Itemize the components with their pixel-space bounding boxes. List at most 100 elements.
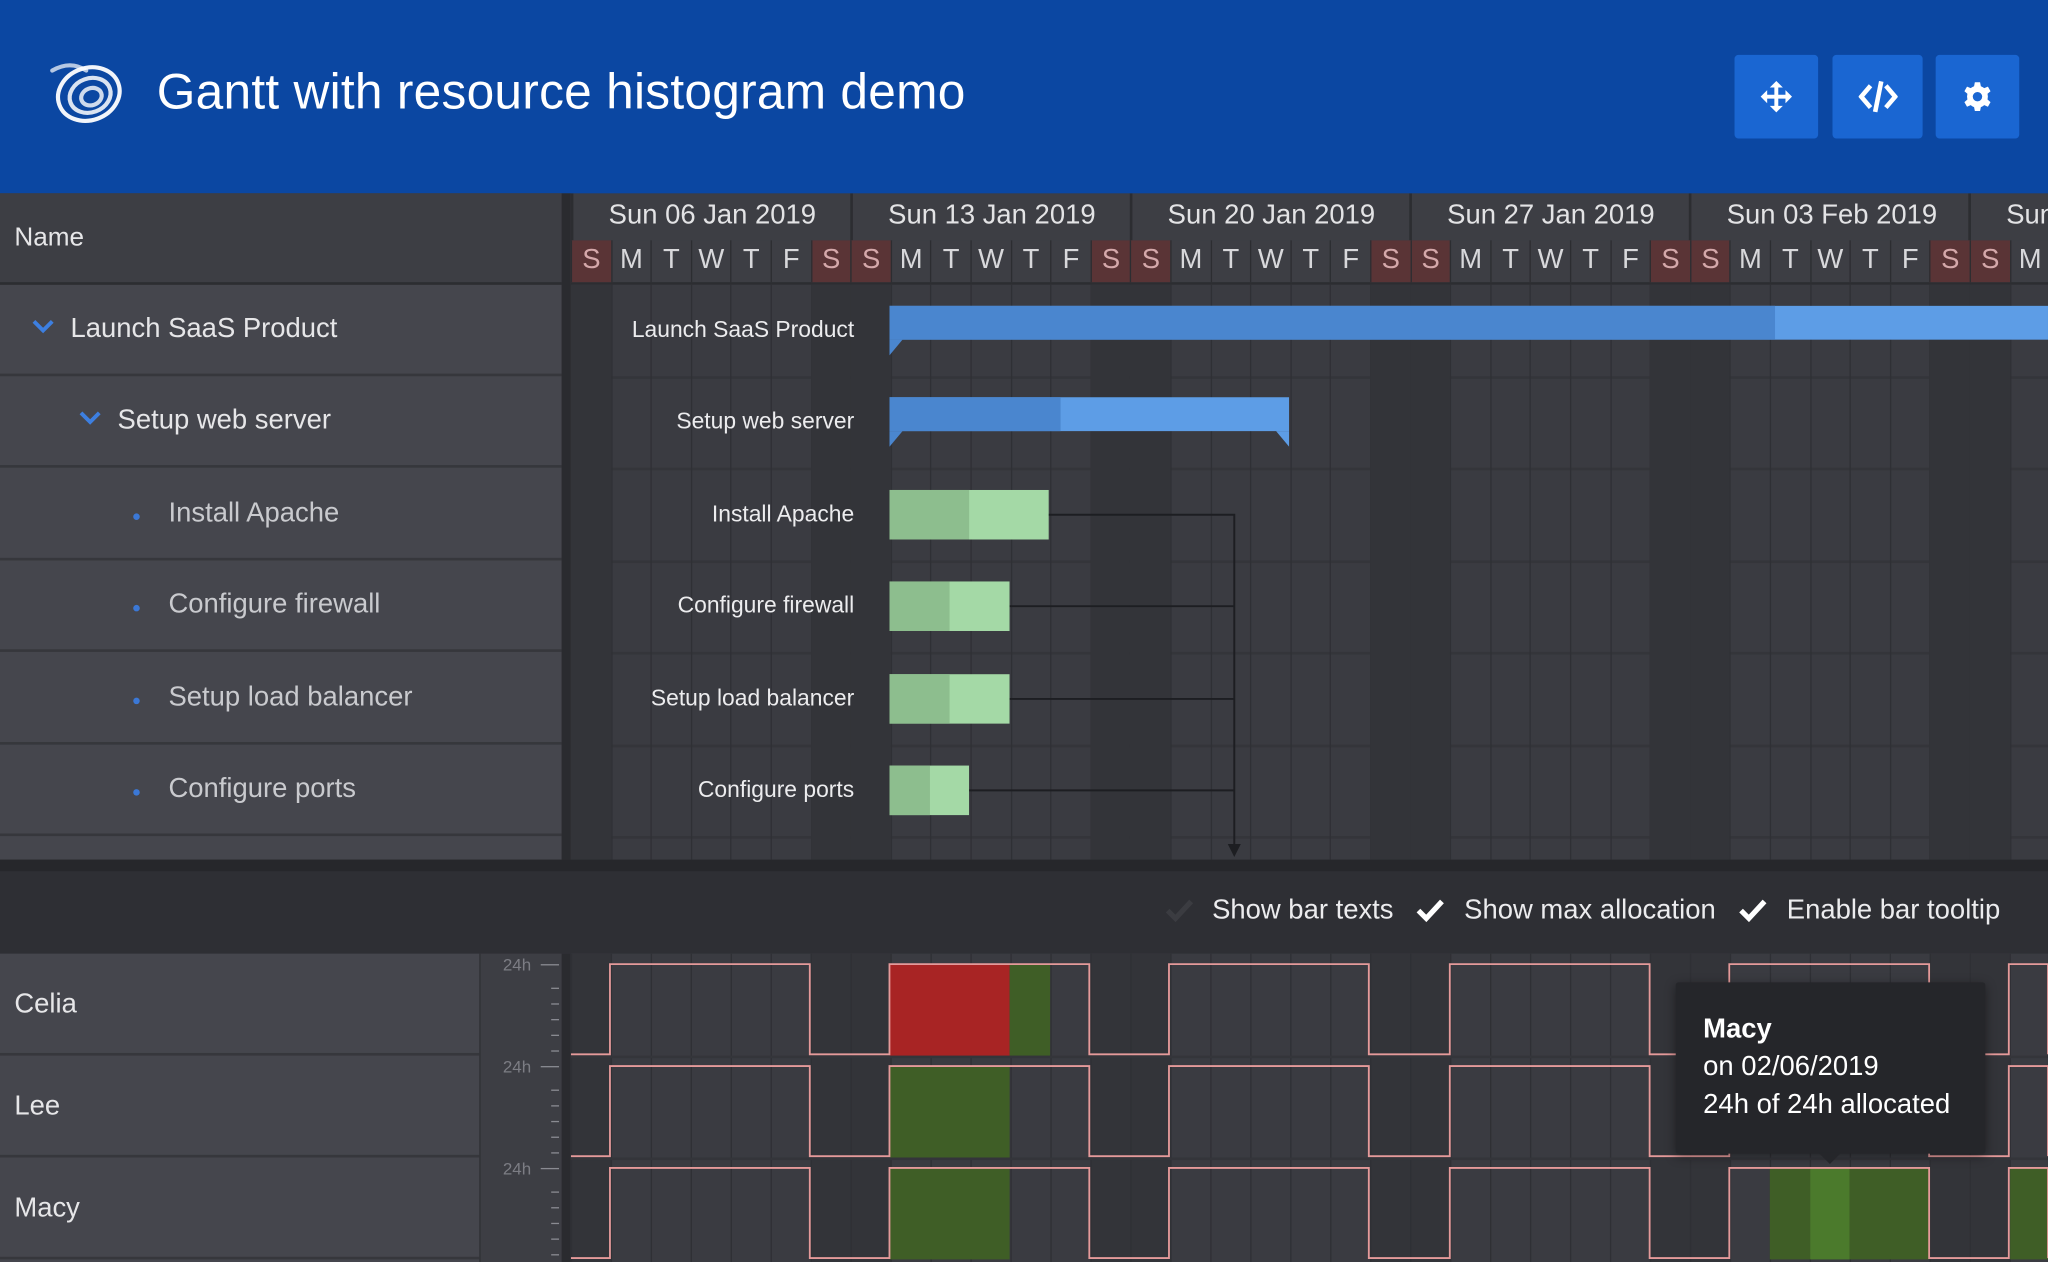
grid-splitter[interactable] <box>561 193 571 860</box>
app-header: Gantt with resource histogram demo <box>0 0 2048 194</box>
allocation-bar[interactable] <box>889 1066 1010 1158</box>
chevron-down-icon[interactable] <box>78 408 102 429</box>
day-header: W <box>1529 240 1570 283</box>
dependency-lines <box>969 513 1241 858</box>
scale-tick <box>551 1238 560 1240</box>
column-line <box>2009 284 2011 860</box>
column-line <box>1529 953 1532 1262</box>
resource-row-celia[interactable]: Celia <box>0 954 480 1056</box>
row-label: Launch SaaS Product <box>70 313 338 344</box>
task-bar-setup-load-balancer[interactable] <box>889 674 1010 724</box>
day-header: M <box>2009 240 2048 283</box>
max-allocation-line <box>570 1167 2048 1259</box>
column-line <box>1450 284 1452 860</box>
parent-bar-setup-web-server[interactable] <box>889 397 1290 447</box>
show-max-allocation-toggle[interactable]: Show max allocation <box>1464 894 1716 925</box>
panel-divider[interactable] <box>0 859 2048 872</box>
week-header: Sun 13 Jan 2019 <box>850 193 1130 241</box>
grid-row-install-apache[interactable]: Install Apache <box>0 469 562 561</box>
day-header: W <box>690 240 731 283</box>
checkmark-icon-unchecked[interactable] <box>1164 896 1195 925</box>
grid-row-launch-saas-product[interactable]: Launch SaaS Product <box>0 285 562 377</box>
resource-row-lee[interactable]: Lee <box>0 1056 480 1158</box>
weekend-column <box>1410 953 1451 1262</box>
weekend-column <box>1689 284 1730 860</box>
day-header: S <box>1649 240 1690 283</box>
scale-tick <box>551 1105 560 1107</box>
column-line <box>1849 284 1852 860</box>
page-title: Gantt with resource histogram demo <box>156 65 966 121</box>
column-line <box>610 953 613 1262</box>
scale-tick <box>551 1136 560 1138</box>
column-line <box>1210 284 1212 860</box>
column-line <box>1410 953 1412 1262</box>
allocation-bar[interactable] <box>889 1167 1010 1260</box>
show-bar-texts-toggle[interactable]: Show bar texts <box>1212 894 1394 925</box>
weekend-column <box>810 953 851 1262</box>
task-bar-configure-ports[interactable] <box>889 765 970 816</box>
scale-tick <box>540 1066 560 1068</box>
day-header: W <box>970 240 1010 283</box>
leaf-bullet-icon <box>133 789 140 796</box>
day-header: T <box>1010 240 1050 283</box>
column-line <box>1170 953 1172 1262</box>
column-line <box>1569 284 1572 860</box>
scale-tick <box>551 987 560 989</box>
bar-tooltip: Macy on 02/06/2019 24h of 24h allocated <box>1675 982 1986 1154</box>
weekend-column <box>570 284 611 860</box>
column-line <box>930 284 932 860</box>
task-bar-configure-firewall[interactable] <box>889 581 1010 632</box>
schedule-body: Launch SaaS Product Setup web server Ins… <box>570 284 2048 860</box>
weekend-column <box>850 953 891 1262</box>
row-line <box>570 836 2048 839</box>
allocation-bar[interactable] <box>1009 964 1051 1056</box>
task-bar-install-apache[interactable] <box>889 489 1049 540</box>
weekend-column <box>1370 953 1411 1262</box>
code-button[interactable] <box>1832 54 1923 139</box>
chevron-down-icon[interactable] <box>31 316 55 337</box>
scale-label: 24h <box>502 1056 532 1077</box>
row-line <box>570 560 2048 564</box>
enable-bar-tooltip-toggle[interactable]: Enable bar tooltip <box>1786 894 2001 925</box>
week-header: Sun 27 Jan 2019 <box>1409 193 1689 241</box>
grid-row-configure-ports[interactable]: Configure ports <box>0 745 562 837</box>
day-header: S <box>1969 240 2010 283</box>
column-line <box>1330 284 1332 860</box>
column-line <box>1050 953 1052 1262</box>
column-line <box>1609 284 1612 860</box>
column-line <box>1569 953 1572 1262</box>
grid-row-setup-load-balancer[interactable]: Setup load balancer <box>0 653 562 745</box>
allocation-bar-hovered[interactable] <box>1810 1167 1850 1260</box>
scale-tick <box>551 1207 560 1209</box>
settings-button[interactable] <box>1935 54 2020 139</box>
parent-bar-launch-saas-product[interactable] <box>889 305 2048 356</box>
grid-row-configure-firewall[interactable]: Configure firewall <box>0 560 562 652</box>
name-column-header[interactable]: Name <box>14 223 85 253</box>
gantt-schedule: Sun 06 Jan 2019 Sun 13 Jan 2019 Sun 20 J… <box>570 193 2048 860</box>
allocation-bar[interactable] <box>2010 1167 2048 1260</box>
day-header: T <box>1569 240 1610 283</box>
weekend-column <box>1090 284 1131 860</box>
weekend-column <box>850 284 891 860</box>
tooltip-allocation: 24h of 24h allocated <box>1703 1089 1951 1120</box>
column-line <box>1050 284 1052 860</box>
column-line <box>1130 953 1132 1262</box>
checkmark-icon[interactable] <box>1737 896 1768 925</box>
day-header: W <box>1809 240 1850 283</box>
allocation-bar-over[interactable] <box>889 964 1010 1056</box>
resource-row-macy[interactable]: Macy <box>0 1157 480 1260</box>
histogram-splitter[interactable] <box>561 953 571 1262</box>
grid-row-setup-web-server[interactable]: Setup web server <box>0 376 562 468</box>
code-icon <box>1857 80 1898 113</box>
checkmark-icon[interactable] <box>1415 896 1446 925</box>
day-header: T <box>930 240 970 283</box>
scale-label: 24h <box>502 1158 532 1179</box>
week-header: Sun 03 Feb 2019 <box>1688 193 1969 241</box>
column-line <box>970 284 972 860</box>
day-header: S <box>570 240 611 283</box>
row-line <box>570 1055 2048 1059</box>
fullscreen-button[interactable] <box>1734 54 1819 139</box>
leaf-bullet-icon <box>133 513 140 520</box>
weekend-column <box>1410 284 1451 860</box>
resource-grid: Celia Lee Macy <box>0 953 480 1262</box>
